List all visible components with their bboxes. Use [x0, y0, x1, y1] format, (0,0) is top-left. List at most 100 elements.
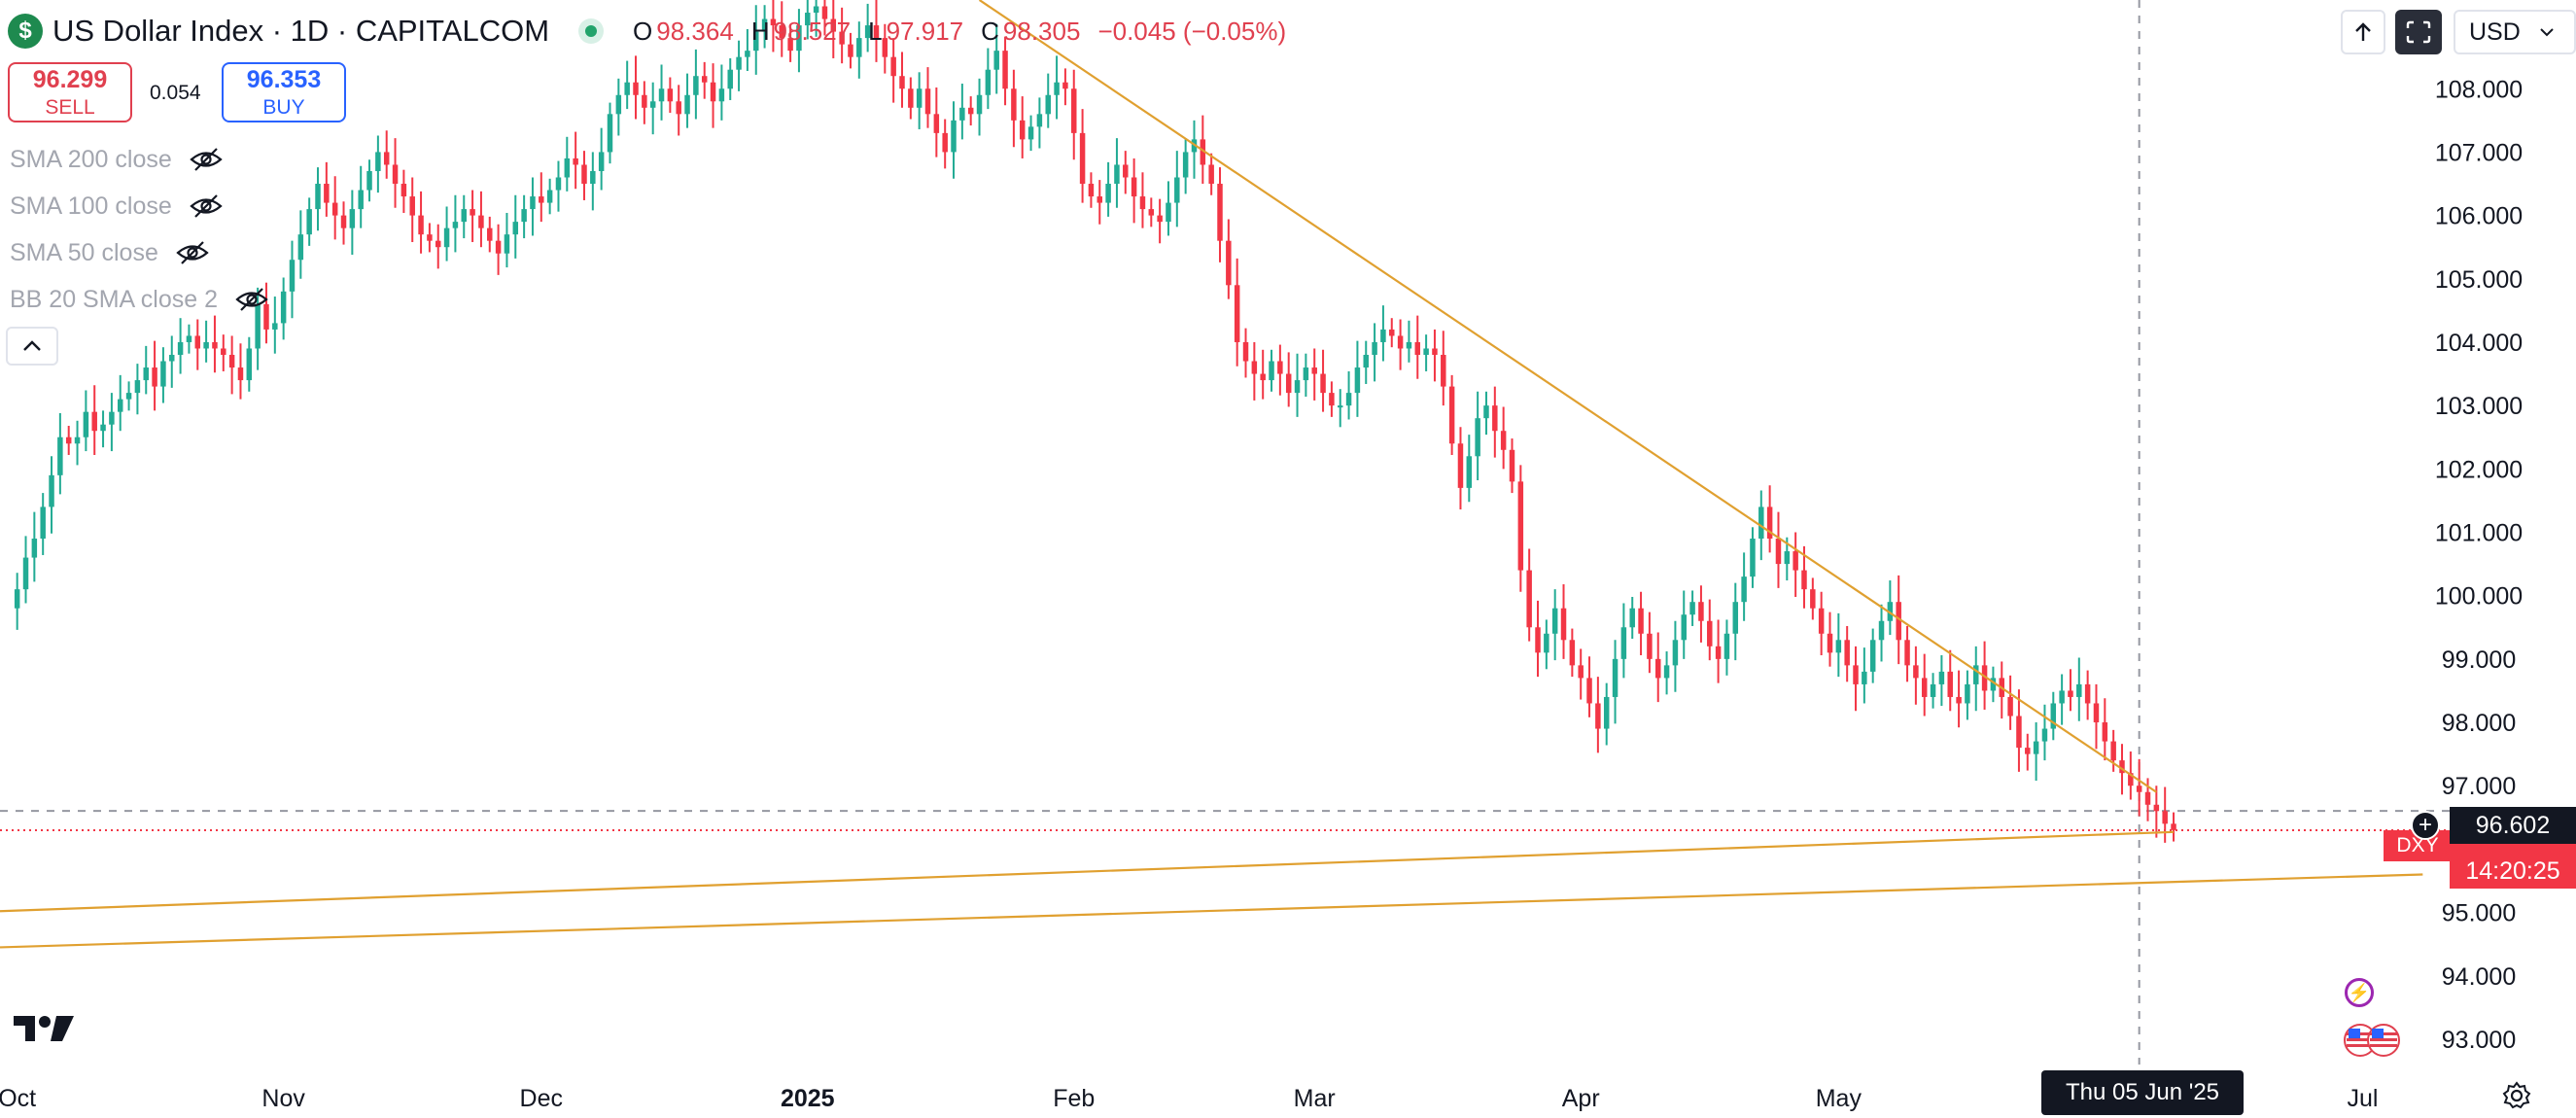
- candle-down: [830, 18, 837, 32]
- candle-down: [1569, 640, 1576, 666]
- candle-down: [1397, 335, 1404, 349]
- eye-crossed-icon[interactable]: [235, 287, 268, 312]
- x-tick-label: Apr: [1562, 1085, 1600, 1112]
- candle-down: [1578, 665, 1584, 679]
- candle-up: [169, 355, 175, 362]
- buy-price: 96.353: [246, 65, 322, 93]
- candle-down: [65, 437, 72, 444]
- candle-up: [736, 56, 742, 70]
- candle-up: [1182, 152, 1189, 178]
- candle-down: [1062, 82, 1068, 89]
- candle-up: [186, 335, 192, 342]
- candle-down: [573, 157, 578, 165]
- close-label: C: [981, 16, 999, 46]
- support-trendline-upper[interactable]: [0, 830, 2175, 913]
- buy-button[interactable]: 96.353 BUY: [222, 62, 346, 122]
- sell-button[interactable]: 96.299 SELL: [8, 62, 132, 122]
- candle-up: [993, 51, 999, 70]
- candle-up: [1466, 456, 1473, 488]
- candle-up: [272, 323, 278, 330]
- candle-down: [1414, 341, 1421, 355]
- candle-up: [864, 25, 871, 39]
- candle-down: [1535, 627, 1541, 653]
- indicator-sma50[interactable]: SMA 50 close: [10, 229, 268, 276]
- candle-up: [280, 291, 287, 324]
- candle-down: [152, 367, 157, 387]
- candle-up: [49, 474, 54, 507]
- candle-up: [1990, 678, 1997, 691]
- indicator-bb20[interactable]: BB 20 SMA close 2: [10, 276, 268, 323]
- resistance-trendline[interactable]: [978, 0, 2157, 793]
- support-trendline-lower[interactable]: [0, 873, 2423, 949]
- candle-down: [1242, 341, 1249, 362]
- candle-down: [701, 76, 708, 83]
- y-tick-label: 94.000: [2442, 963, 2516, 991]
- eye-crossed-icon[interactable]: [176, 240, 209, 265]
- scroll-up-button[interactable]: [2341, 10, 2385, 54]
- candle-up: [57, 437, 63, 475]
- candle-up: [1878, 620, 1885, 641]
- y-tick-label: 107.000: [2435, 139, 2523, 166]
- candle-down: [2093, 703, 2100, 723]
- tradingview-logo-icon[interactable]: [14, 1011, 76, 1055]
- candle-down: [2162, 811, 2168, 824]
- y-tick-label: 93.000: [2442, 1027, 2516, 1054]
- indicator-sma200[interactable]: SMA 200 close: [10, 136, 268, 183]
- add-alert-plus-icon[interactable]: +: [2411, 811, 2440, 840]
- collapse-legend-button[interactable]: [6, 327, 58, 366]
- candle-up: [1354, 367, 1361, 394]
- candle-down: [1019, 120, 1026, 140]
- candle-up: [1620, 627, 1627, 659]
- y-tick-label: 105.000: [2435, 266, 2523, 294]
- candle-up: [649, 101, 656, 108]
- candle-down: [1560, 608, 1567, 641]
- candle-up: [1930, 683, 1936, 697]
- candle-down: [221, 348, 226, 355]
- candle-down: [1647, 633, 1653, 659]
- candle-up: [504, 234, 510, 254]
- currency-select[interactable]: USD: [2454, 10, 2576, 54]
- candle-down: [1904, 640, 1910, 666]
- crosshair-date-label: Thu 05 Jun '25: [2041, 1070, 2244, 1115]
- candle-down: [409, 196, 415, 216]
- candle-down: [1097, 196, 1103, 203]
- candle-up: [358, 190, 364, 210]
- lightning-icon[interactable]: ⚡: [2345, 978, 2374, 1007]
- candle-up: [624, 82, 630, 95]
- eye-crossed-icon[interactable]: [190, 147, 223, 172]
- candle-up: [125, 393, 132, 400]
- candle-down: [933, 114, 940, 133]
- candle-up: [727, 69, 733, 89]
- candle-down: [967, 107, 974, 115]
- candle-down: [1208, 164, 1214, 185]
- candle-up: [461, 209, 467, 223]
- candle-up: [805, 13, 811, 26]
- candle-down: [212, 341, 218, 349]
- candle-up: [1862, 671, 1867, 684]
- candle-down: [194, 335, 201, 349]
- indicator-sma100[interactable]: SMA 100 close: [10, 183, 268, 229]
- candle-up: [521, 209, 527, 223]
- candle-down: [1148, 209, 1155, 216]
- candle-down: [470, 209, 475, 216]
- symbol-title[interactable]: US Dollar Index · 1D · CAPITALCOM: [52, 14, 550, 48]
- buy-label: BUY: [262, 95, 305, 119]
- candle-up: [564, 157, 571, 178]
- low-label: L: [868, 16, 883, 46]
- y-tick-label: 101.000: [2435, 520, 2523, 547]
- candle-down: [1448, 386, 1455, 444]
- us-flag-events-icon[interactable]: [2341, 1023, 2409, 1058]
- fullscreen-icon: [2406, 20, 2431, 44]
- gear-icon[interactable]: [2502, 1081, 2531, 1110]
- x-tick-label: Dec: [520, 1085, 563, 1112]
- candle-down: [2102, 722, 2108, 742]
- eye-crossed-icon[interactable]: [190, 193, 223, 219]
- candle-up: [31, 539, 38, 558]
- candle-up: [530, 196, 536, 210]
- ohlc-values: O 98.364 H 98.527 L 97.917 C 98.305 −0.045 (…: [633, 17, 1286, 47]
- fullscreen-button[interactable]: [2395, 10, 2442, 54]
- candle-down: [392, 164, 399, 185]
- candle-down: [667, 88, 674, 102]
- high-label: H: [750, 16, 770, 46]
